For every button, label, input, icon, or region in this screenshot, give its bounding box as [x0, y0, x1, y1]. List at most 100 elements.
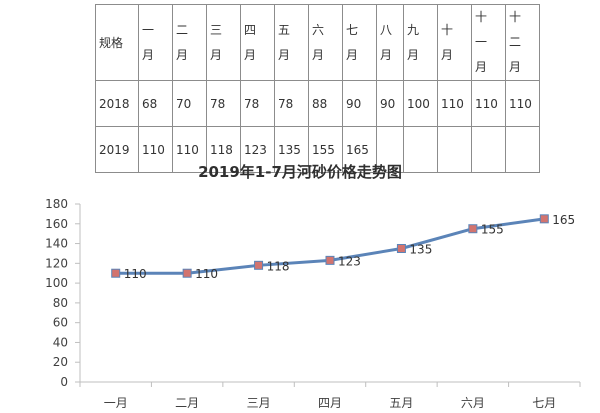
- y-tick-label: 20: [53, 355, 68, 369]
- price-table: 规格 一月 二月 三月 四月 五月 六月 七月 八月 九月 十月 十一月 十二月 2018 68 70 78 78…: [95, 4, 540, 173]
- data-point: [254, 260, 264, 270]
- y-tick-label: 100: [45, 276, 68, 290]
- table-year-label: 2018: [99, 96, 130, 111]
- table-year-cell: 2018: [95, 80, 139, 127]
- table-header-month: 二月: [172, 4, 207, 81]
- data-label: 110: [195, 267, 218, 281]
- table-cell-value: 78: [278, 96, 294, 111]
- table-header-label: 四月: [244, 22, 257, 62]
- table-header-month: 一月: [138, 4, 173, 81]
- table-cell: [403, 126, 438, 173]
- table-cell-value: 78: [244, 96, 260, 111]
- table-cell-value: 110: [475, 96, 498, 111]
- table-header-label: 十一月: [475, 10, 488, 74]
- data-point: [182, 268, 192, 278]
- table-cell-value: 78: [210, 96, 226, 111]
- table-cell: [505, 126, 540, 173]
- table-header-month: 三月: [206, 4, 241, 81]
- table-header-month: 四月: [240, 4, 275, 81]
- table-cell: [471, 126, 506, 173]
- table-cell: 110: [437, 80, 472, 127]
- y-tick-label: 40: [53, 335, 68, 349]
- table-cell: 70: [172, 80, 207, 127]
- table-header-label: 规格: [99, 36, 124, 50]
- table-header-label: 十月: [441, 22, 454, 62]
- table-header-label: 九月: [407, 22, 420, 62]
- table-cell-value: 110: [441, 96, 464, 111]
- x-tick-label: 七月: [532, 396, 556, 410]
- table-cell-value: 118: [210, 142, 233, 157]
- table-header-month: 八月: [376, 4, 404, 81]
- table-header-spec: 规格: [95, 4, 139, 81]
- table-row: 2018 68 70 78 78 78 88 90 90 100 110 110 110: [95, 80, 540, 127]
- table-header-label: 十二月: [509, 10, 522, 74]
- table-header-label: 八月: [380, 22, 393, 62]
- y-tick-label: 80: [53, 296, 68, 310]
- data-label: 123: [338, 254, 361, 268]
- table-header-label: 一月: [142, 22, 155, 62]
- table-header-label: 六月: [312, 22, 325, 62]
- table-cell: 110: [471, 80, 506, 127]
- chart-axes: 0 20 40 60 80 100 120 140 160 180 一月 二月 三月 四月 五月 六月 七月: [45, 197, 581, 410]
- table-cell-value: 155: [312, 142, 335, 157]
- x-tick-label: 五月: [389, 396, 413, 410]
- table-cell-value: 68: [142, 96, 158, 111]
- table-header-month: 九月: [403, 4, 438, 81]
- table-header-month: 六月: [308, 4, 343, 81]
- table-cell: 78: [206, 80, 241, 127]
- data-point: [468, 224, 478, 234]
- x-tick-label: 四月: [318, 396, 342, 410]
- table-header-label: 五月: [278, 22, 291, 62]
- table-cell: 78: [274, 80, 309, 127]
- table-header-month: 七月: [342, 4, 377, 81]
- table-cell-value: 165: [346, 142, 369, 157]
- data-label: 118: [267, 259, 290, 273]
- data-label: 155: [481, 223, 504, 237]
- table-cell: 100: [403, 80, 438, 127]
- x-tick-label: 二月: [175, 396, 199, 410]
- table-year-cell: 2019: [95, 126, 139, 173]
- x-tick-label: 一月: [104, 396, 128, 410]
- y-tick-label: 0: [60, 375, 68, 389]
- data-point: [539, 214, 549, 224]
- table-cell-value: 110: [142, 142, 165, 157]
- table-header-label: 三月: [210, 22, 223, 62]
- table-cell: 68: [138, 80, 173, 127]
- y-tick-label: 160: [45, 217, 68, 231]
- data-point: [111, 268, 121, 278]
- table-header-month: 十二月: [505, 4, 540, 81]
- chart-series: [111, 214, 549, 278]
- table-cell: 155: [308, 126, 343, 173]
- y-tick-label: 140: [45, 237, 68, 251]
- table-header-label: 二月: [176, 22, 189, 62]
- data-label: 165: [552, 213, 575, 227]
- x-tick-label: 三月: [247, 396, 271, 410]
- x-tick-label: 六月: [461, 396, 485, 410]
- table-cell: [437, 126, 472, 173]
- table-cell: 90: [376, 80, 404, 127]
- line-chart: 0 20 40 60 80 100 120 140 160 180 一月 二月 三月 四月 五月 六月 七月 1…: [45, 197, 581, 410]
- y-tick-label: 60: [53, 316, 68, 330]
- y-tick-label: 180: [45, 197, 68, 211]
- table-header-month: 十一月: [471, 4, 506, 81]
- data-point: [325, 255, 335, 265]
- table-cell-value: 90: [346, 96, 362, 111]
- table-cell-value: 110: [176, 142, 199, 157]
- table-year-label: 2019: [99, 142, 130, 157]
- table-cell: [376, 126, 404, 173]
- table-cell: 110: [505, 80, 540, 127]
- table-cell-value: 70: [176, 96, 192, 111]
- table-cell: 88: [308, 80, 343, 127]
- chart-title: 2019年1-7月河砂价格走势图: [198, 163, 402, 181]
- table-cell: 90: [342, 80, 377, 127]
- y-tick-label: 120: [45, 256, 68, 270]
- table-cell-value: 100: [407, 96, 430, 111]
- table-header-row: 规格 一月 二月 三月 四月 五月 六月 七月 八月 九月 十月 十一月 十二月: [95, 4, 540, 81]
- table-header-month: 五月: [274, 4, 309, 81]
- table-row: 2019 110 110 118 123 135 155 165: [95, 126, 540, 173]
- table-cell: 165: [342, 126, 377, 173]
- data-label: 110: [124, 267, 147, 281]
- data-label: 135: [409, 243, 432, 257]
- table-body: 规格 一月 二月 三月 四月 五月 六月 七月 八月 九月 十月 十一月 十二月 2018 68 70 78 78…: [95, 4, 540, 173]
- chart-data-labels: 110 110 118 123 135 155 165: [124, 213, 575, 281]
